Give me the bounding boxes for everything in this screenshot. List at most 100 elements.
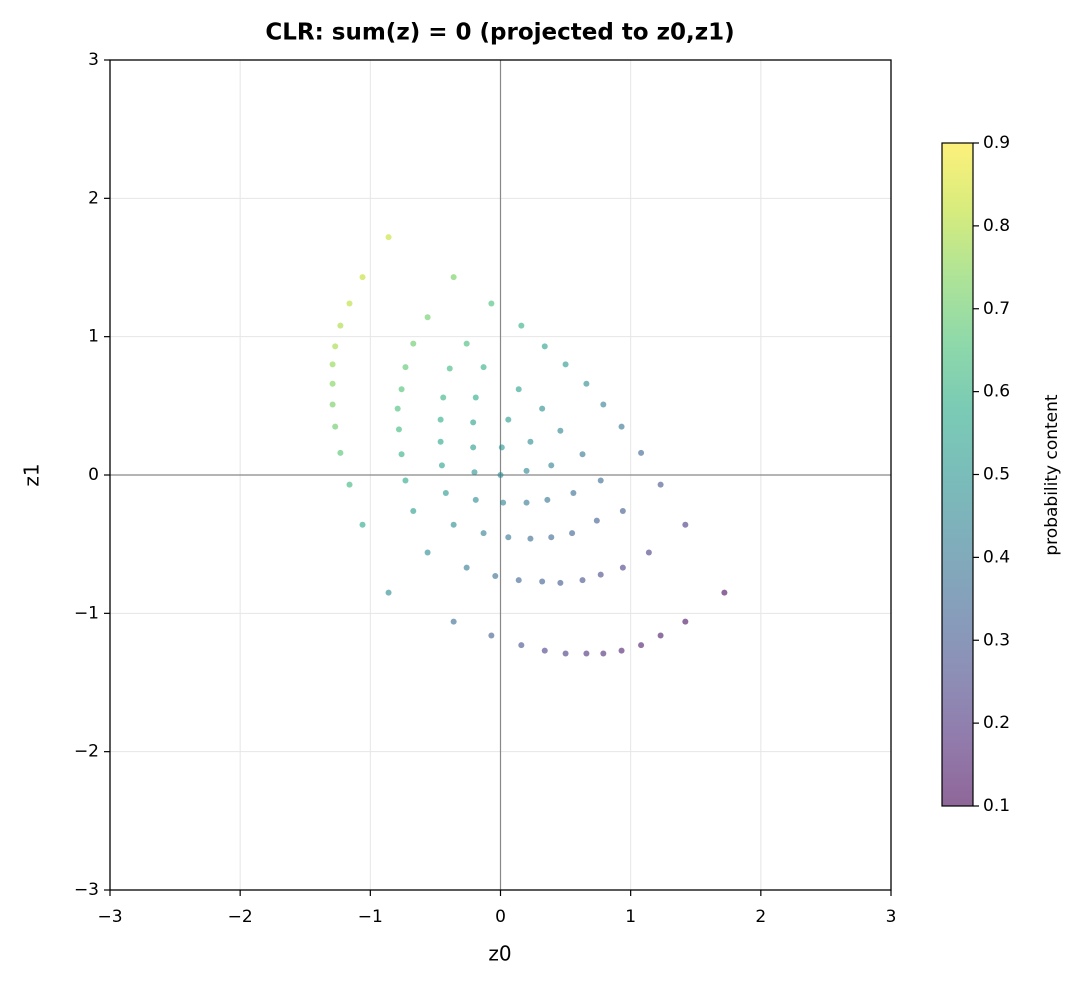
point — [570, 489, 577, 496]
x-tick-label: −1 — [358, 907, 383, 927]
point — [527, 535, 534, 542]
point — [329, 380, 336, 387]
point — [446, 365, 453, 372]
colorbar-tick-label: 0.8 — [983, 216, 1010, 236]
point — [359, 521, 366, 528]
point — [488, 632, 495, 639]
point — [579, 577, 586, 584]
colorbar-tick-label: 0.3 — [983, 630, 1010, 650]
colorbar-tick-label: 0.1 — [983, 796, 1010, 816]
point — [346, 481, 353, 488]
x-tick-label: 1 — [625, 907, 636, 927]
point — [450, 274, 457, 281]
point — [657, 481, 664, 488]
point — [541, 647, 548, 654]
y-axis-label: z1 — [20, 463, 44, 486]
point — [579, 451, 586, 458]
point — [583, 380, 590, 387]
point — [329, 361, 336, 368]
point — [492, 572, 499, 579]
point — [523, 499, 530, 506]
point — [470, 419, 477, 426]
point — [463, 340, 470, 347]
colorbar-tick-label: 0.7 — [983, 299, 1010, 319]
point — [548, 534, 555, 541]
point — [394, 405, 401, 412]
colorbar-label: probability content — [1042, 394, 1062, 556]
point — [402, 364, 409, 371]
colorbar — [942, 143, 973, 806]
point — [600, 401, 607, 408]
point — [337, 449, 344, 456]
point — [329, 401, 336, 408]
point — [645, 549, 652, 556]
point — [523, 467, 530, 474]
point — [488, 300, 495, 307]
point — [721, 589, 728, 596]
point — [437, 438, 444, 445]
point — [597, 477, 604, 484]
point — [424, 314, 431, 321]
point — [442, 489, 449, 496]
point — [562, 650, 569, 657]
y-tick-label: 3 — [88, 50, 99, 70]
colorbar-tick-label: 0.6 — [983, 382, 1010, 402]
point — [463, 564, 470, 571]
point — [385, 589, 392, 596]
point — [497, 472, 504, 478]
point — [548, 462, 555, 469]
colorbar-tick-label: 0.2 — [983, 713, 1010, 733]
point — [544, 496, 551, 503]
point — [402, 477, 409, 484]
y-tick-label: −1 — [74, 603, 99, 623]
point — [398, 386, 405, 393]
point — [569, 530, 576, 537]
y-tick-label: 2 — [88, 188, 99, 208]
y-tick-label: 0 — [88, 465, 99, 485]
point — [527, 438, 534, 445]
point — [557, 579, 564, 586]
point — [638, 449, 645, 456]
point — [619, 507, 626, 514]
y-tick-label: −2 — [74, 742, 99, 762]
point — [593, 517, 600, 524]
point — [337, 322, 344, 329]
x-tick-label: 0 — [495, 907, 506, 927]
x-tick-label: −3 — [97, 907, 122, 927]
point — [505, 416, 512, 423]
colorbar-tick-label: 0.4 — [983, 547, 1010, 567]
point — [518, 642, 525, 649]
y-tick-label: 1 — [88, 327, 99, 347]
point — [424, 549, 431, 556]
point — [450, 618, 457, 625]
point — [682, 618, 689, 625]
point — [682, 521, 689, 528]
point — [471, 469, 478, 476]
point — [618, 647, 625, 654]
point — [359, 274, 366, 281]
x-tick-label: 3 — [886, 907, 897, 927]
point — [583, 650, 590, 657]
x-tick-label: 2 — [755, 907, 766, 927]
point — [597, 571, 604, 578]
point — [505, 534, 512, 541]
point — [472, 394, 479, 401]
point — [440, 394, 447, 401]
chart-title: CLR: sum(z) = 0 (projected to z0,z1) — [265, 20, 734, 46]
colorbar-tick-label: 0.5 — [983, 465, 1010, 485]
point — [398, 451, 405, 458]
point — [470, 444, 477, 451]
x-tick-label: −2 — [228, 907, 253, 927]
point — [600, 650, 607, 657]
point — [518, 322, 525, 329]
point — [500, 499, 507, 506]
point — [385, 234, 392, 241]
point — [619, 564, 626, 571]
point — [346, 300, 353, 307]
point — [515, 577, 522, 584]
colorbar-tick-label: 0.9 — [983, 133, 1010, 153]
point — [557, 427, 564, 434]
point — [332, 343, 339, 350]
point — [438, 462, 445, 469]
